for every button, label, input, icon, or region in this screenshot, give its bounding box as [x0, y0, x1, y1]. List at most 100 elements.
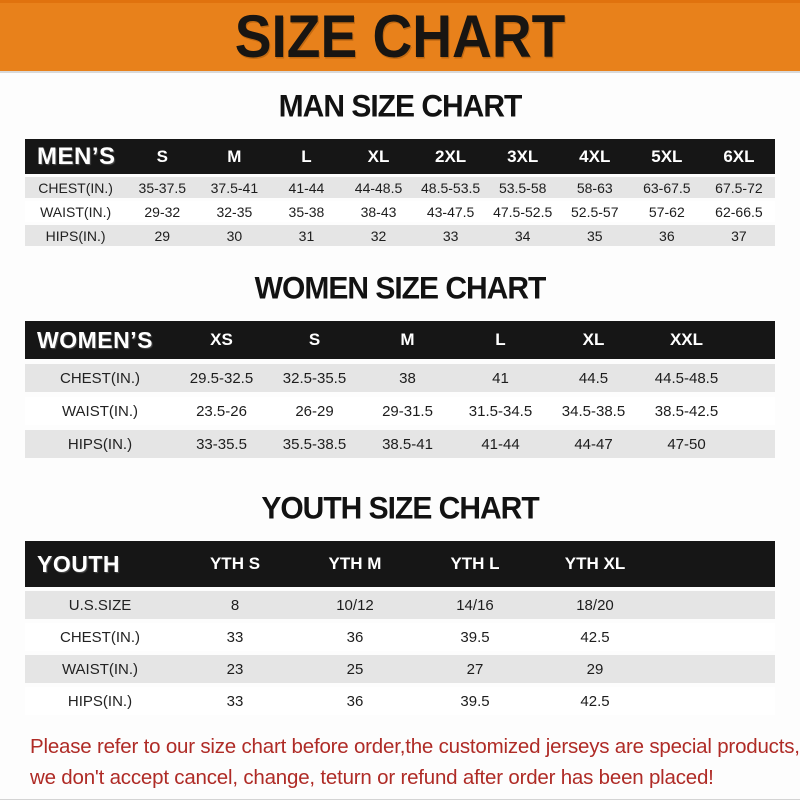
row-label: CHEST(IN.)	[60, 628, 140, 646]
table-row: WAIST(IN.) 29-32 32-35 35-38 38-43 43-47.5 47.…	[25, 201, 775, 222]
table-cell: 34.5-38.5	[561, 402, 626, 420]
table-cell: 23.5-26	[196, 402, 247, 420]
column-header: YTH S	[209, 554, 261, 573]
column-header: YTH XL	[564, 554, 626, 573]
table-cell: 33	[226, 692, 244, 710]
column-header: L	[301, 146, 312, 166]
row-label: CHEST(IN.)	[60, 369, 140, 387]
table-row: CHEST(IN.) 29.5-32.5 32.5-35.5 38 41 44.5 44.5…	[25, 364, 775, 392]
table-body: CHEST(IN.) 35-37.5 37.5-41 41-44 44-48.5 48.5…	[25, 177, 775, 246]
column-header: S	[308, 330, 321, 349]
table-cell: 62-66.5	[715, 203, 763, 220]
table-corner-label: MEN’S	[37, 142, 116, 170]
column-header: XS	[210, 330, 233, 349]
row-label: WAIST(IN.)	[61, 660, 139, 678]
column-header: YTH M	[328, 554, 382, 573]
table-row: HIPS(IN.) 29 30 31 32 33 34 35 36 37	[25, 225, 775, 246]
row-label: U.S.SIZE	[68, 596, 132, 614]
table-cell: 32.5-35.5	[282, 369, 347, 387]
table-corner-label: YOUTH	[37, 550, 120, 577]
table-cell: 29	[154, 227, 171, 244]
table-cell: 52.5-57	[571, 203, 619, 220]
table-cell: 33	[442, 227, 459, 244]
table-cell: 36	[346, 692, 364, 710]
table-header-row: MEN’S S M L XL 2XL 3XL 4XL 5XL 6XL	[25, 139, 775, 174]
notice-line-2: we don't accept cancel, change, teturn o…	[30, 766, 714, 789]
table-cell: 35.5-38.5	[282, 435, 347, 453]
table-cell: 41	[492, 369, 509, 387]
section-title: MAN SIZE CHART	[278, 89, 523, 124]
table-row: WAIST(IN.) 23.5-26 26-29 29-31.5 31.5-34.5 34…	[25, 397, 775, 425]
table-cell: 58-63	[576, 179, 613, 196]
table-cell: 33-35.5	[196, 435, 247, 453]
table-cell: 44.5-48.5	[654, 369, 719, 387]
table-cell: 39.5	[460, 628, 490, 646]
table-cell: 14/16	[456, 596, 494, 614]
column-header: M	[400, 330, 415, 349]
women-size-chart-section: WOMEN SIZE CHART WOMEN’S XS S M L XL XXL CHEST…	[0, 271, 800, 458]
table-cell: 10/12	[336, 596, 374, 614]
table-cell: 29	[586, 660, 604, 678]
table-row: CHEST(IN.) 35-37.5 37.5-41 41-44 44-48.5 48.5…	[25, 177, 775, 198]
table-row: CHEST(IN.) 33 36 39.5 42.5	[25, 623, 775, 651]
table-cell: 27	[466, 660, 484, 678]
men-size-table: MEN’S S M L XL 2XL 3XL 4XL 5XL 6XL CHEST(IN.) 35-3…	[25, 139, 775, 246]
row-label: HIPS(IN.)	[67, 435, 133, 453]
table-row: HIPS(IN.) 33 36 39.5 42.5	[25, 687, 775, 715]
table-cell: 53.5-58	[498, 179, 547, 196]
table-cell: 33	[226, 628, 244, 646]
table-cell: 44-48.5	[354, 179, 403, 196]
order-notice: Please refer to our size chart before or…	[30, 731, 800, 793]
table-cell: 32	[370, 227, 387, 244]
table-row: U.S.SIZE 8 10/12 14/16 18/20	[25, 591, 775, 619]
table-cell: 57-62	[648, 203, 685, 220]
table-cell: 29-31.5	[382, 402, 433, 420]
table-cell: 31	[298, 227, 315, 244]
table-header-row: YOUTH YTH S YTH M YTH L YTH XL	[25, 541, 775, 587]
table-body: U.S.SIZE 8 10/12 14/16 18/20 CHEST(IN.) 33 36 39…	[25, 591, 775, 715]
table-cell: 47-50	[667, 435, 706, 453]
section-title: WOMEN SIZE CHART	[254, 271, 547, 306]
table-cell: 32-35	[216, 203, 253, 220]
table-cell: 38.5-41	[382, 435, 433, 453]
table-cell: 37.5-41	[210, 179, 259, 196]
notice-line-1: Please refer to our size chart before or…	[30, 735, 800, 758]
table-cell: 38	[399, 369, 416, 387]
table-cell: 37	[731, 227, 747, 244]
table-cell: 36	[346, 628, 364, 646]
row-label: CHEST(IN.)	[38, 179, 113, 196]
table-cell: 38-43	[360, 203, 397, 220]
row-label: WAIST(IN.)	[40, 203, 112, 220]
column-header: 6XL	[723, 146, 755, 166]
row-label: HIPS(IN.)	[67, 692, 133, 710]
section-title: YOUTH SIZE CHART	[261, 491, 539, 526]
men-size-chart-section: MAN SIZE CHART MEN’S S M L XL 2XL 3XL 4XL 5XL 6XL…	[0, 89, 800, 246]
table-cell: 44.5	[578, 369, 609, 387]
table-corner-label: WOMEN’S	[37, 326, 153, 353]
column-header: XL	[367, 146, 390, 166]
table-row: HIPS(IN.) 33-35.5 35.5-38.5 38.5-41 41-44 44-…	[25, 430, 775, 458]
table-cell: 67.5-72	[715, 179, 763, 196]
table-cell: 23	[226, 660, 244, 678]
table-cell: 38.5-42.5	[654, 402, 719, 420]
table-body: CHEST(IN.) 29.5-32.5 32.5-35.5 38 41 44.5 44.5…	[25, 364, 775, 458]
row-label: HIPS(IN.)	[45, 227, 106, 244]
table-cell: 35	[586, 227, 603, 244]
table-cell: 41-44	[481, 435, 520, 453]
column-header: 2XL	[435, 146, 467, 166]
table-cell: 42.5	[580, 628, 610, 646]
table-cell: 34	[514, 227, 531, 244]
table-header-row: WOMEN’S XS S M L XL XXL	[25, 321, 775, 359]
table-cell: 35-38	[288, 203, 325, 220]
column-header: S	[156, 146, 168, 166]
table-cell: 44-47	[574, 435, 613, 453]
column-header: XXL	[669, 330, 704, 349]
table-cell: 26-29	[295, 402, 334, 420]
row-label: WAIST(IN.)	[61, 402, 139, 420]
table-cell: 18/20	[576, 596, 614, 614]
table-cell: 29-32	[144, 203, 181, 220]
column-header: 5XL	[651, 146, 683, 166]
column-header: M	[227, 146, 242, 166]
table-cell: 41-44	[288, 179, 325, 196]
